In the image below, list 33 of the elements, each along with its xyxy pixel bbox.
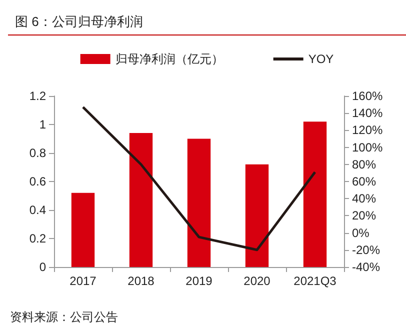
y2-tick-label: -40%	[352, 260, 380, 274]
y2-tick-label: 60%	[352, 174, 376, 188]
bar	[71, 192, 95, 267]
y2-tick-label: 0%	[352, 226, 370, 240]
text: 资料来源：公司公告	[10, 310, 118, 324]
y-tick-label: 1	[39, 118, 46, 132]
y2-tick-label: 120%	[352, 123, 384, 138]
x-tick-label: 2019	[186, 274, 213, 288]
y2-tick-label: 20%	[352, 208, 376, 223]
y2-tick-label: -20%	[352, 242, 380, 257]
y2-tick-label: 160%	[352, 89, 384, 103]
y-tick-label: 0.4	[29, 203, 46, 217]
x-tick-label: 2018	[128, 274, 155, 288]
y2-tick-label: 140%	[352, 106, 384, 120]
chart-title: 图 6：公司归母净利润	[15, 14, 143, 29]
legend-label: 归母净利润（亿元）	[115, 52, 224, 66]
y-tick-label: 0.6	[29, 174, 46, 188]
y2-tick-label: 100%	[352, 140, 384, 154]
y2-tick-label: 80%	[352, 157, 376, 172]
bar	[245, 164, 269, 267]
x-tick-label: 2020	[244, 274, 271, 288]
bar	[187, 138, 211, 267]
x-tick-label: 2021Q3	[294, 274, 337, 288]
y-tick-label: 0	[39, 260, 46, 274]
y-tick-label: 0.8	[29, 146, 46, 160]
bar	[303, 122, 327, 267]
y-tick-label: 1.2	[29, 89, 46, 103]
x-tick-label: 2017	[70, 274, 97, 288]
bar	[129, 133, 153, 267]
y-tick-label: 0.2	[29, 232, 46, 246]
y2-tick-label: 40%	[352, 192, 376, 206]
legend-label: YOY	[308, 52, 334, 66]
line-series	[82, 106, 316, 252]
